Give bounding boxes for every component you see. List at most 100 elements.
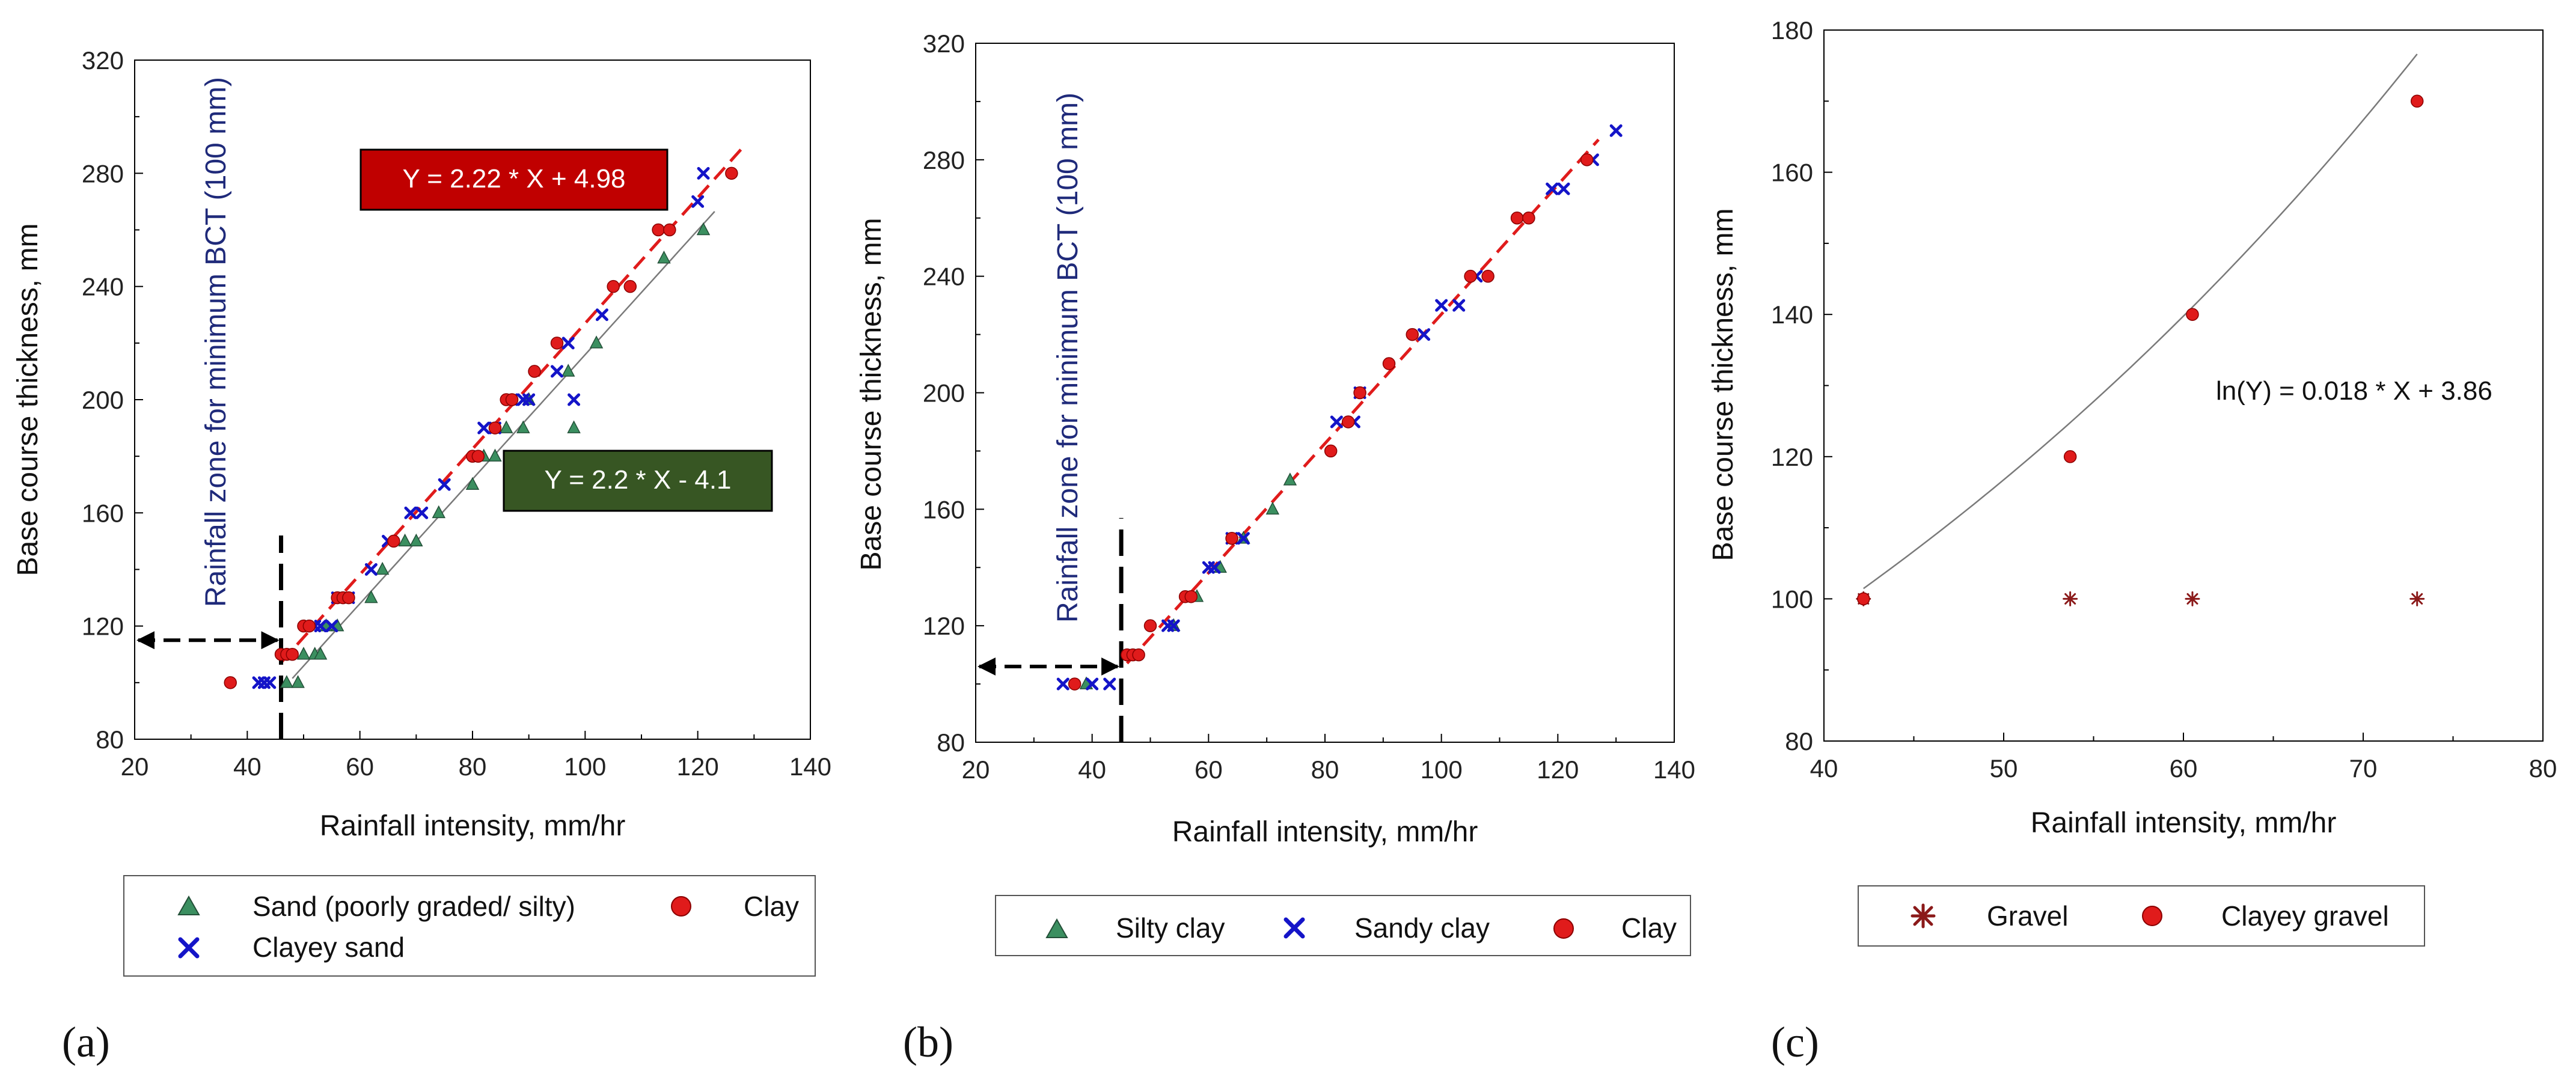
panel-a-point-clayey-sand <box>691 195 705 208</box>
panel-b-legend: Silty clay Sandy clay Clay <box>995 895 1691 956</box>
panel-b-legend-frame <box>995 895 1691 956</box>
panel-a-y-tick-label: 240 <box>82 273 124 301</box>
panel-c-legend-gravel-marker <box>1911 903 1936 929</box>
panel-a-zone-label: Rainfall zone for minimum BCT (100 mm) <box>200 77 232 607</box>
panel-c-legend: Gravel Clayey gravel <box>1858 885 2425 947</box>
panel-b-point-sandy-clay <box>1208 561 1221 574</box>
panel-a-point-clayey-sand <box>595 308 608 322</box>
panel-b-point-sandy-clay <box>1557 182 1570 195</box>
panel-b-point-silty-clay <box>1265 501 1280 515</box>
panel-b-y-tick-label: 200 <box>923 379 965 407</box>
panel-a-x-tick-label: 60 <box>346 752 374 781</box>
panel-b-point-sandy-clay <box>1086 677 1099 691</box>
panel-c-y-tick-label: 160 <box>1771 159 1813 187</box>
panel-a-point-sand-poorly-graded-silty <box>398 533 412 547</box>
panel-a: 20 40 60 80 100 120 140 80 120 160 200 240 280 320 Ra… <box>12 46 831 1066</box>
panel-a-point-clayey-sand <box>325 620 338 633</box>
panel-c-legend-frame <box>1858 885 2425 947</box>
panel-a-point-sand-poorly-graded-silty <box>589 335 604 349</box>
panel-a-point-clay <box>550 337 564 350</box>
panel-c-point-clayey-gravel <box>2186 308 2199 321</box>
panel-b-point-sandy-clay <box>1103 677 1116 691</box>
panel-a-point-sand-poorly-graded-silty <box>364 590 378 603</box>
panel-b-x-tick-label: 80 <box>1311 755 1339 784</box>
panel-c: 40 50 60 70 80 80 100 120 140 160 180 ln(Y) = 0.01… <box>1707 16 2557 1066</box>
panel-a-point-sand-poorly-graded-silty <box>465 477 480 490</box>
panel-a-point-clayey-sand <box>697 166 710 180</box>
panel-c-point-gravel <box>2185 591 2200 606</box>
panel-b-plot-frame <box>975 43 1675 743</box>
panel-a-equation-red: Y = 2.22 * X + 4.98 <box>359 148 668 211</box>
panel-a-legend-frame <box>123 875 816 977</box>
panel-a-point-clay <box>725 166 738 180</box>
panel-a-point-clayey-sand <box>415 506 429 519</box>
panel-b-point-clay <box>1341 415 1355 429</box>
panel-c-fit-line-1 <box>1863 53 2418 590</box>
panel-b-plot-content: 20 40 60 80 100 120 140 80 120 160 200 240 280 320 <box>923 29 1695 784</box>
panel-c-y-tick-label: 120 <box>1771 443 1813 471</box>
panel-a-label: (a) <box>62 1018 110 1066</box>
panel-b-point-clay <box>1464 269 1477 283</box>
panel-a-point-sand-poorly-graded-silty <box>561 364 575 377</box>
panel-a-y-tick-label: 280 <box>82 159 124 188</box>
panel-a-point-clay <box>663 223 676 237</box>
panel-a-point-sand-poorly-graded-silty <box>291 675 305 688</box>
panel-b-x-tick-label: 40 <box>1078 755 1106 784</box>
panel-b: 20 40 60 80 100 120 140 80 120 160 200 240 280 320 Ra… <box>855 29 1695 1066</box>
panel-a-legend-sand-label: Sand (poorly graded/ silty) <box>252 891 575 922</box>
panel-a-point-clayey-sand <box>561 337 575 350</box>
panel-a-point-clay <box>652 223 665 237</box>
panel-a-point-clay <box>528 365 541 378</box>
panel-a-legend: Sand (poorly graded/ silty) Clay Clayey … <box>123 875 816 977</box>
panel-a-point-clay <box>302 619 316 633</box>
panel-c-legend-gravel-label: Gravel <box>1987 900 2068 932</box>
panel-b-point-clay <box>1481 269 1495 283</box>
panel-a-point-clayey-sand <box>522 393 536 406</box>
panel-a-x-axis-title: Rainfall intensity, mm/hr <box>320 810 626 842</box>
panel-a-point-sand-poorly-graded-silty <box>696 222 711 236</box>
panel-a-point-sand-poorly-graded-silty <box>375 561 390 575</box>
panel-b-point-clay <box>1382 357 1396 370</box>
panel-b-legend-sandy-clay-label: Sandy clay <box>1354 912 1490 944</box>
panel-b-x-axis-title: Rainfall intensity, mm/hr <box>1172 816 1478 848</box>
panel-a-point-sand-poorly-graded-silty <box>280 675 294 688</box>
panel-c-legend-clayey-gravel-label: Clayey gravel <box>2221 900 2389 932</box>
panel-a-equation-green-text: Y = 2.2 * X - 4.1 <box>544 465 731 495</box>
panel-a-x-tick-label: 20 <box>121 752 149 781</box>
panel-b-y-axis-title: Base course thickness, mm <box>855 218 887 571</box>
panel-a-point-clay <box>286 648 299 661</box>
panel-a-point-sand-poorly-graded-silty <box>657 250 671 264</box>
panel-c-label: (c) <box>1771 1018 1819 1066</box>
panel-b-y-tick-label: 320 <box>923 29 965 58</box>
panel-b-legend-clay-marker <box>1553 918 1574 939</box>
panel-a-point-clay <box>607 279 620 293</box>
panel-b-point-clay <box>1353 386 1366 400</box>
panel-a-point-sand-poorly-graded-silty <box>488 448 502 462</box>
panel-b-y-tick-label: 240 <box>923 263 965 291</box>
panel-a-y-tick-label: 320 <box>82 46 124 75</box>
panel-a-point-clay <box>623 279 637 293</box>
panel-a-point-clay <box>488 421 502 435</box>
panel-b-x-tick-label: 60 <box>1195 755 1223 784</box>
panel-a-x-tick-label: 100 <box>564 752 606 781</box>
panel-c-equation-text: ln(Y) = 0.018 * X + 3.86 <box>2216 376 2492 406</box>
panel-c-x-tick-label: 50 <box>1990 754 2018 783</box>
panel-a-fit-line-2 <box>292 211 715 679</box>
panel-b-legend-clay-label: Clay <box>1621 912 1677 944</box>
panel-b-point-clay <box>1406 328 1419 341</box>
panel-b-point-sandy-clay <box>1546 182 1559 195</box>
panel-a-y-tick-label: 120 <box>82 612 124 641</box>
panel-b-y-tick-label: 160 <box>923 495 965 523</box>
panel-a-point-sand-poorly-graded-silty <box>296 647 311 660</box>
panel-c-y-tick-label: 140 <box>1771 300 1813 329</box>
panel-a-plot-frame <box>134 59 811 740</box>
panel-b-point-clay <box>1510 212 1524 225</box>
panel-a-point-sand-poorly-graded-silty <box>313 647 328 660</box>
panel-a-x-tick-label: 120 <box>677 752 719 781</box>
panel-c-legend-clayey-gravel-marker <box>2142 906 2162 926</box>
panel-b-point-sandy-clay <box>1609 124 1623 137</box>
panel-a-legend-clay-label: Clay <box>744 891 799 922</box>
panel-a-legend-sand-marker <box>177 895 200 915</box>
panel-b-y-tick-label: 280 <box>923 146 965 174</box>
